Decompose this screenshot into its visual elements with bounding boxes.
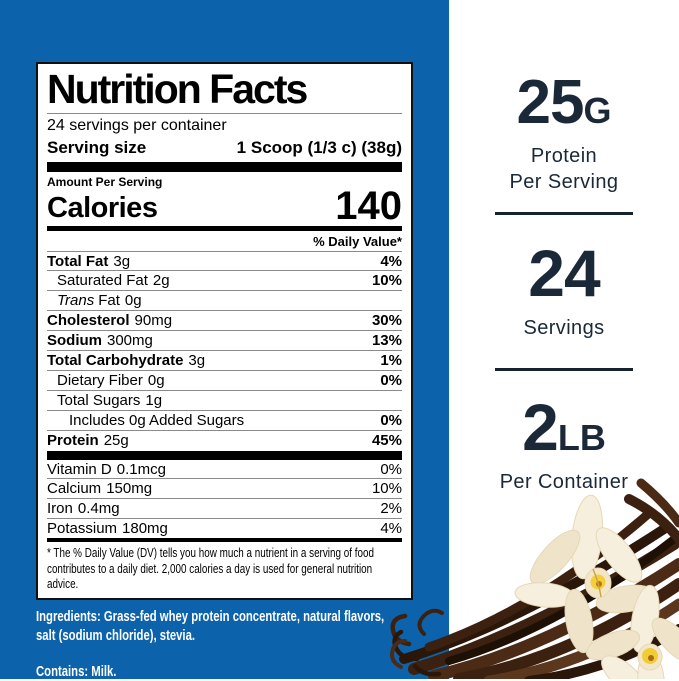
- serving-size-label: Serving size: [47, 137, 147, 157]
- table-row-total-fat: Total Fat 3g 4%: [47, 252, 402, 272]
- ingredients-line-1: Ingredients: Grass-fed whey protein conc…: [36, 608, 385, 625]
- amount-per-serving-label: Amount Per Serving: [47, 174, 163, 189]
- weight-value: 2: [522, 390, 559, 464]
- table-row-potassium: Potassium 180mg 4%: [47, 520, 402, 538]
- protein-caption-line2: Per Serving: [509, 171, 619, 193]
- table-row-added-sugars: Includes 0g Added Sugars 0%: [47, 411, 402, 431]
- blue-background-panel: Nutrition Facts 24 servings per containe…: [0, 0, 449, 680]
- servings-count-value: 24: [528, 236, 600, 310]
- table-row-iron: Iron 0.4mg 2%: [47, 500, 402, 520]
- serving-size-row: Serving size 1 Scoop (1/3 c) (38g): [47, 138, 402, 158]
- table-row-total-carbohydrate: Total Carbohydrate 3g 1%: [47, 352, 402, 371]
- divider: [495, 368, 633, 371]
- ingredients-block: Ingredients: Grass-fed whey protein conc…: [36, 608, 457, 681]
- highlight-weight: 2LB Per Container: [449, 394, 679, 495]
- daily-value-header: % Daily Value*: [47, 231, 402, 252]
- protein-grams-unit: G: [583, 90, 612, 131]
- servings-per-container: 24 servings per container: [47, 117, 227, 134]
- highlight-servings: 24 Servings: [449, 240, 679, 341]
- contains-statement: Contains: Milk.: [36, 663, 117, 680]
- table-row-trans-fat: Trans Fat 0g: [47, 291, 402, 312]
- label-title: Nutrition Facts: [47, 66, 308, 112]
- table-row-cholesterol: Cholesterol 90mg 30%: [47, 312, 402, 332]
- nutrition-facts-label: Nutrition Facts 24 servings per containe…: [36, 62, 413, 600]
- calories-label: Calories: [47, 191, 158, 224]
- medium-bar: [47, 225, 402, 231]
- divider: [47, 113, 402, 114]
- weight-caption: Per Container: [499, 471, 629, 493]
- serving-size-value: 1 Scoop (1/3 c) (38g): [236, 137, 402, 157]
- thick-bar: [47, 450, 402, 460]
- table-row-sodium: Sodium 300mg 13%: [47, 332, 402, 352]
- thick-bar: [47, 161, 402, 172]
- daily-value-footnote: * The % Daily Value (DV) tells you how m…: [47, 545, 374, 592]
- table-row-saturated-fat: Saturated Fat 2g 10%: [47, 271, 402, 292]
- table-row-protein: Protein 25g 45%: [47, 431, 402, 449]
- weight-unit: LB: [557, 417, 606, 458]
- vanilla-flowers-and-beans-photo: [390, 478, 679, 679]
- table-row-vitamin-d: Vitamin D 0.1mcg 0%: [47, 460, 402, 480]
- highlight-protein: 25G Protein Per Serving: [449, 72, 679, 195]
- table-row-dietary-fiber: Dietary Fiber 0g 0%: [47, 371, 402, 391]
- highlights-column: 25G Protein Per Serving 24 Servings 2LB …: [449, 0, 679, 679]
- divider: [495, 212, 633, 215]
- calories-row: Calories 140: [47, 183, 402, 228]
- servings-caption: Servings: [523, 317, 605, 339]
- protein-caption-line1: Protein: [530, 145, 598, 167]
- table-row-calcium: Calcium 150mg 10%: [47, 480, 402, 500]
- medium-bar: [47, 538, 402, 543]
- calories-value: 140: [335, 183, 402, 228]
- ingredients-line-2: salt (sodium chloride), stevia.: [36, 627, 196, 644]
- table-row-total-sugars: Total Sugars 1g: [47, 391, 402, 411]
- protein-grams-value: 25: [516, 68, 585, 137]
